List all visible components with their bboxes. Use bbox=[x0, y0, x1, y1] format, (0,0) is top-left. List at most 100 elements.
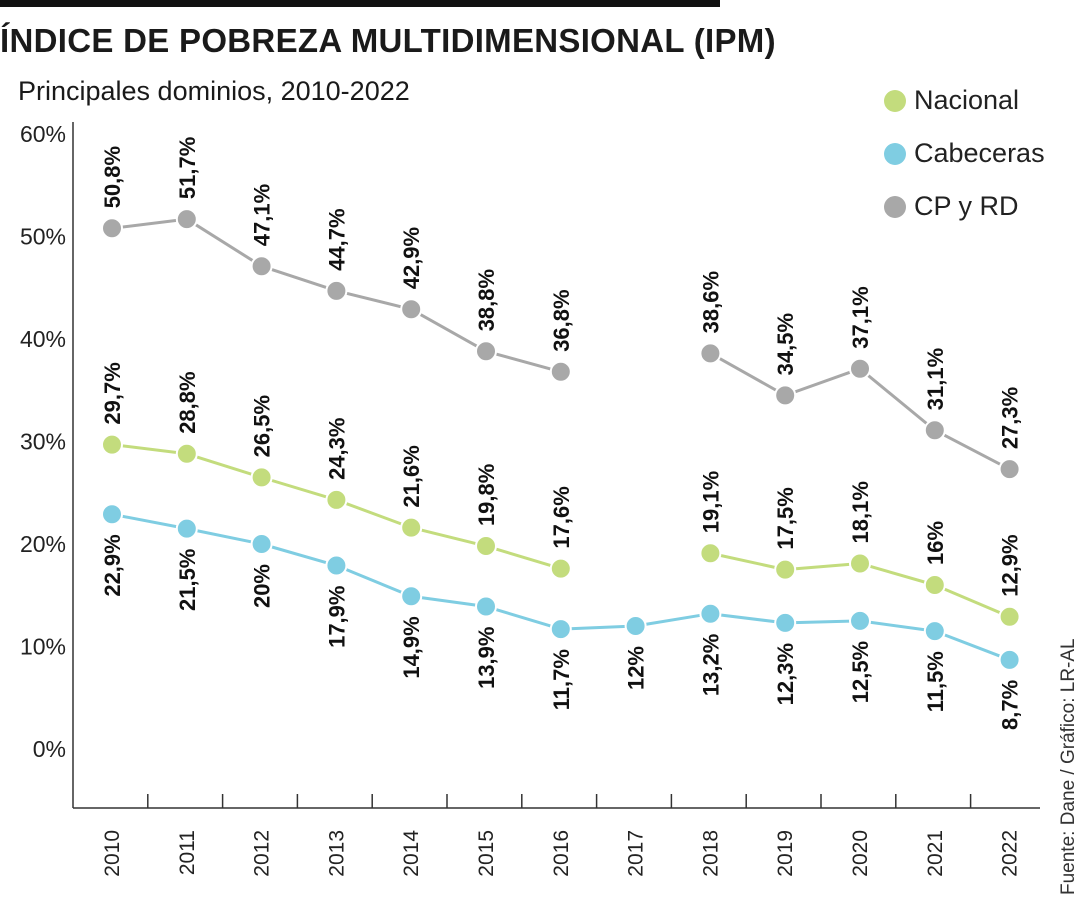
series-line-segment-cpyrd bbox=[261, 264, 337, 293]
series-line-segment-nacional bbox=[410, 526, 487, 548]
data-label-cpyrd: 34,5% bbox=[773, 313, 798, 375]
source-note: Fuente: Dane / Gráfico: LR-AL bbox=[1058, 638, 1079, 895]
data-label-cabeceras: 12,3% bbox=[773, 643, 798, 705]
data-label-cpyrd: 27,3% bbox=[998, 387, 1023, 449]
data-point-nacional bbox=[774, 558, 797, 581]
data-label-nacional: 17,5% bbox=[773, 487, 798, 549]
y-tick-label: 40% bbox=[20, 326, 66, 352]
x-tick-label: 2012 bbox=[251, 830, 274, 877]
legend-item-nacional: Nacional bbox=[884, 74, 1045, 127]
data-label-cpyrd: 38,6% bbox=[698, 271, 723, 333]
series-line-segment-nacional bbox=[335, 498, 412, 530]
data-point-cabeceras bbox=[849, 609, 871, 632]
series-line-segment-cabeceras bbox=[335, 564, 412, 598]
data-label-cpyrd: 42,9% bbox=[399, 227, 424, 289]
data-point-nacional bbox=[175, 442, 198, 465]
legend-label-cpyrd: CP y RD bbox=[914, 191, 1019, 221]
top-rule bbox=[0, 0, 720, 7]
series-line-segment-cabeceras bbox=[859, 619, 936, 633]
data-point-cabeceras bbox=[325, 554, 348, 577]
data-point-cabeceras bbox=[101, 503, 123, 526]
series-line-segment-cpyrd bbox=[336, 289, 412, 311]
data-point-cabeceras bbox=[549, 618, 572, 641]
x-tick-label: 2022 bbox=[999, 830, 1022, 877]
series-line-segment-cabeceras bbox=[186, 527, 262, 546]
y-tick-label: 20% bbox=[20, 531, 66, 557]
data-label-nacional: 24,3% bbox=[324, 418, 349, 480]
x-tick-label: 2019 bbox=[774, 830, 797, 877]
data-label-cabeceras: 14,9% bbox=[399, 616, 424, 678]
data-label-cpyrd: 31,1% bbox=[923, 348, 948, 410]
data-label-nacional: 29,7% bbox=[100, 362, 125, 424]
series-line-segment-cabeceras bbox=[410, 594, 487, 609]
data-label-nacional: 21,6% bbox=[399, 445, 424, 507]
data-point-nacional bbox=[325, 488, 348, 511]
data-point-cpyrd bbox=[475, 340, 497, 363]
legend-swatch-cabeceras bbox=[884, 142, 906, 165]
data-point-cabeceras bbox=[624, 615, 647, 637]
data-label-cabeceras: 11,7% bbox=[549, 649, 574, 710]
x-tick-label: 2016 bbox=[550, 830, 573, 877]
series-line-segment-cpyrd bbox=[485, 349, 562, 374]
data-point-cpyrd bbox=[175, 208, 198, 231]
series-line-segment-nacional bbox=[261, 475, 337, 502]
data-label-cpyrd: 36,8% bbox=[549, 289, 574, 351]
series-line-segment-cpyrd bbox=[186, 217, 263, 268]
y-tick-label: 60% bbox=[20, 121, 66, 147]
data-label-nacional: 26,5% bbox=[250, 395, 275, 457]
series-line-segment-cabeceras bbox=[710, 612, 786, 625]
data-label-nacional: 17,6% bbox=[549, 486, 574, 548]
data-point-cabeceras bbox=[475, 595, 497, 618]
series-line-segment-nacional bbox=[485, 544, 562, 571]
data-point-cabeceras bbox=[774, 611, 797, 634]
data-label-cpyrd: 44,7% bbox=[324, 208, 349, 270]
series-line-segment-nacional bbox=[186, 452, 263, 479]
data-label-cabeceras: 17,9% bbox=[324, 586, 349, 648]
series-line-segment-nacional bbox=[785, 561, 861, 572]
data-point-nacional bbox=[849, 552, 871, 575]
series-line-segment-cpyrd bbox=[709, 352, 786, 397]
series-line-segment-nacional bbox=[710, 551, 786, 572]
data-label-cabeceras: 13,9% bbox=[474, 627, 499, 689]
data-point-nacional bbox=[549, 557, 572, 580]
x-tick-label: 2015 bbox=[475, 830, 498, 877]
data-label-cpyrd: 51,7% bbox=[175, 137, 200, 199]
data-label-cabeceras: 22,9% bbox=[100, 534, 125, 596]
data-point-cpyrd bbox=[549, 360, 572, 383]
data-label-cabeceras: 12,5% bbox=[848, 641, 873, 703]
data-point-nacional bbox=[699, 542, 722, 565]
series-line-segment-cabeceras bbox=[560, 624, 636, 631]
data-point-cpyrd bbox=[400, 298, 423, 321]
data-point-nacional bbox=[101, 433, 123, 456]
data-point-cpyrd bbox=[849, 357, 871, 380]
x-tick-label: 2013 bbox=[325, 830, 348, 877]
x-tick-label: 2014 bbox=[400, 830, 423, 877]
data-point-cpyrd bbox=[325, 279, 348, 302]
data-label-nacional: 28,8% bbox=[175, 371, 200, 433]
series-line-segment-nacional bbox=[859, 562, 936, 587]
data-point-cpyrd bbox=[998, 458, 1021, 481]
x-tick-label: 2010 bbox=[101, 830, 124, 877]
data-point-cpyrd bbox=[250, 255, 273, 278]
series-line-segment-cpyrd bbox=[859, 367, 936, 432]
series-line-segment-cpyrd bbox=[111, 217, 187, 230]
x-tick-label: 2021 bbox=[924, 830, 947, 877]
data-point-cpyrd bbox=[699, 342, 722, 365]
series-line-segment-cabeceras bbox=[934, 629, 1011, 662]
data-label-cpyrd: 37,1% bbox=[848, 286, 873, 348]
data-label-cabeceras: 8,7% bbox=[998, 680, 1023, 730]
data-label-cpyrd: 50,8% bbox=[100, 146, 125, 208]
data-label-cpyrd: 47,1% bbox=[250, 184, 275, 246]
data-label-nacional: 12,9% bbox=[998, 534, 1023, 596]
chart-subtitle: Principales dominios, 2010-2022 bbox=[18, 76, 410, 106]
legend-item-cpyrd: CP y RD bbox=[884, 180, 1045, 233]
y-tick-label: 50% bbox=[20, 224, 66, 250]
series-line-segment-nacional bbox=[111, 443, 187, 456]
data-label-cpyrd: 38,8% bbox=[474, 269, 499, 331]
data-point-nacional bbox=[250, 466, 273, 489]
y-tick-label: 10% bbox=[20, 634, 66, 660]
data-label-nacional: 19,1% bbox=[698, 471, 723, 533]
data-label-nacional: 16% bbox=[923, 521, 948, 565]
x-tick-label: 2018 bbox=[699, 830, 722, 877]
